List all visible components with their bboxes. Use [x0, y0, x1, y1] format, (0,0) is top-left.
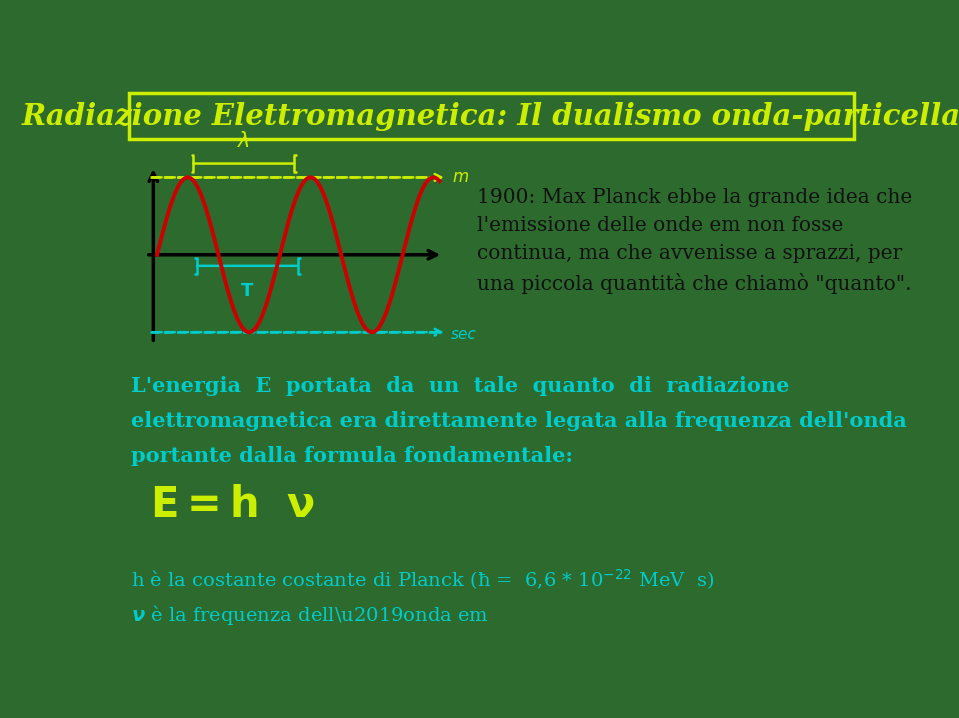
Text: $\boldsymbol{\nu}$ è la frequenza dell\u2019onda em: $\boldsymbol{\nu}$ è la frequenza dell\u… [131, 603, 489, 627]
Text: 1900: Max Planck ebbe la grande idea che
l'emissione delle onde em non fosse
con: 1900: Max Planck ebbe la grande idea che… [477, 188, 912, 294]
Text: $\lambda$: $\lambda$ [237, 131, 250, 151]
Text: $\mathbf{E = h\ \ \nu}$: $\mathbf{E = h\ \ \nu}$ [150, 484, 315, 526]
Text: T: T [242, 282, 254, 300]
Text: h è la costante costante di Planck (ħ =  6,6 * 10$^{-22}$ MeV  s): h è la costante costante di Planck (ħ = … [131, 567, 714, 592]
Text: m: m [453, 169, 469, 187]
Text: portante dalla formula fondamentale:: portante dalla formula fondamentale: [131, 446, 573, 466]
Text: sec: sec [451, 327, 477, 342]
Text: L'energia  E  portata  da  un  tale  quanto  di  radiazione: L'energia E portata da un tale quanto di… [131, 376, 789, 396]
FancyBboxPatch shape [129, 93, 854, 139]
Text: Radiazione Elettromagnetica: Il dualismo onda-particella: Radiazione Elettromagnetica: Il dualismo… [22, 101, 959, 131]
Text: elettromagnetica era direttamente legata alla frequenza dell'onda: elettromagnetica era direttamente legata… [131, 411, 907, 432]
